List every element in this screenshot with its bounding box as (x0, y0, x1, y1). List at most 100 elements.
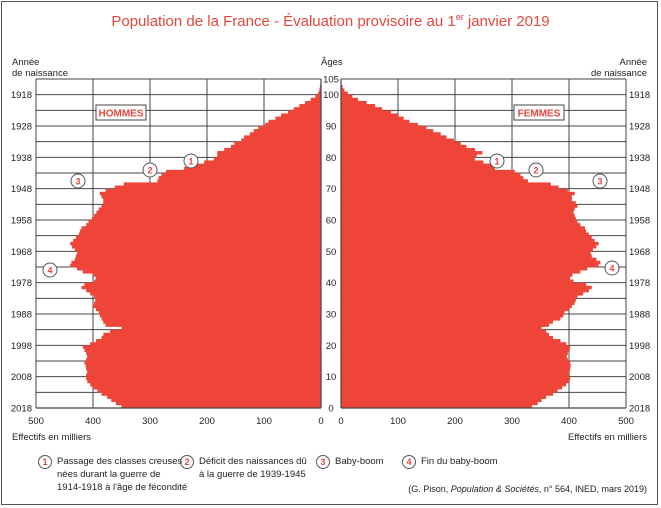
male-bar (81, 226, 321, 230)
female-bar (341, 169, 515, 174)
male-bar (103, 198, 321, 202)
female-bar (341, 288, 589, 293)
female-bar (341, 157, 475, 161)
male-bar (310, 97, 321, 102)
age-tick-label: 105 (323, 75, 339, 86)
legend-text: Passage des classes creuses nées durant l… (57, 456, 188, 493)
x-tick-right: 400 (561, 416, 577, 427)
male-bar (161, 173, 321, 177)
female-bar (341, 254, 592, 258)
annotation-number-1: 1 (188, 157, 193, 167)
female-bar (341, 310, 565, 315)
female-bar (341, 113, 398, 117)
male-bar (287, 110, 321, 114)
age-tick-label: 30 (326, 310, 337, 321)
male-bar (99, 314, 321, 318)
male-bar (103, 201, 321, 205)
annotation-number-3: 3 (597, 177, 602, 187)
female-bar (341, 367, 571, 371)
female-bar (341, 154, 477, 158)
annotation-marker-1 (489, 153, 505, 169)
age-tick-label: 40 (326, 278, 337, 289)
male-bar (265, 122, 321, 127)
male-bar (86, 223, 321, 227)
female-bar (341, 226, 585, 230)
male-bar (84, 348, 321, 352)
birth-year-tick-left: 1948 (11, 184, 32, 195)
male-bar (101, 317, 321, 321)
annotation-marker-2 (142, 162, 158, 178)
female-bar (341, 354, 567, 359)
female-bar (341, 91, 348, 95)
birth-year-tick-right: 1948 (629, 184, 650, 195)
male-bar (103, 320, 321, 324)
women-label: FEMMES (518, 109, 561, 120)
female-bar (341, 379, 569, 384)
female-bar (341, 251, 591, 255)
female-bar (341, 364, 571, 368)
female-bar (341, 144, 467, 149)
female-bar (341, 141, 461, 146)
men-label-box (95, 104, 147, 121)
male-bar (86, 367, 321, 371)
birth-year-tick-right: 1938 (629, 153, 650, 164)
legend-item-2: 2 Déficit des naissances dû à la guerre de… (180, 455, 307, 481)
birth-year-tick-left: 1998 (11, 341, 32, 352)
male-bar (71, 245, 321, 249)
female-bar (341, 323, 550, 327)
female-bar (341, 348, 569, 352)
age-tick-label: 20 (326, 341, 337, 352)
female-bar (341, 198, 572, 202)
male-bar (115, 401, 321, 406)
male-bar (253, 129, 321, 133)
female-bar (341, 122, 418, 127)
male-bar (165, 169, 321, 174)
male-bar (71, 260, 321, 265)
male-bar (93, 273, 321, 277)
male-bar (224, 147, 321, 152)
annotation-marker-2 (528, 162, 544, 178)
legend-marker-icon: 1 (38, 455, 52, 469)
female-bar (341, 382, 567, 387)
male-bar (75, 235, 322, 240)
female-bar (341, 100, 367, 105)
left-x-axis-label: Effectifs en milliers (12, 432, 92, 443)
female-bar (341, 220, 578, 224)
female-bar (341, 160, 484, 164)
male-bar (101, 204, 321, 208)
age-tick-label: 60 (326, 216, 337, 227)
birth-year-tick-left: 1978 (11, 278, 32, 289)
female-bar (341, 335, 554, 340)
male-bar (86, 376, 321, 381)
annotation-marker-4 (604, 260, 620, 276)
female-bar (341, 147, 475, 152)
female-bar (341, 188, 568, 193)
female-bar (341, 107, 383, 111)
birth-year-tick-right: 1968 (629, 247, 650, 258)
age-tick-label: 80 (326, 153, 337, 164)
birth-year-tick-left: 2008 (11, 372, 32, 383)
female-bar (341, 119, 410, 124)
female-bar (341, 386, 563, 390)
male-bar (194, 163, 321, 168)
x-tick-left: 500 (28, 416, 44, 427)
male-bar (82, 345, 322, 349)
male-bar (157, 179, 321, 183)
male-bar (77, 267, 321, 271)
male-bar (81, 285, 321, 290)
male-bar (105, 323, 321, 327)
legend-item-1: 1 Passage des classes creuses nées durant … (38, 455, 187, 494)
female-bar (341, 339, 561, 343)
female-bar (341, 138, 454, 142)
male-bar (70, 263, 321, 268)
male-bar (101, 392, 321, 396)
male-bar (299, 104, 321, 108)
birth-year-tick-right: 1998 (629, 341, 650, 352)
female-bar (341, 389, 558, 393)
birth-year-tick-right: 2008 (629, 372, 650, 383)
birth-year-tick-left: 1938 (11, 153, 32, 164)
female-bar (341, 357, 568, 362)
female-bar (341, 326, 542, 330)
annotation-marker-1 (183, 153, 199, 169)
